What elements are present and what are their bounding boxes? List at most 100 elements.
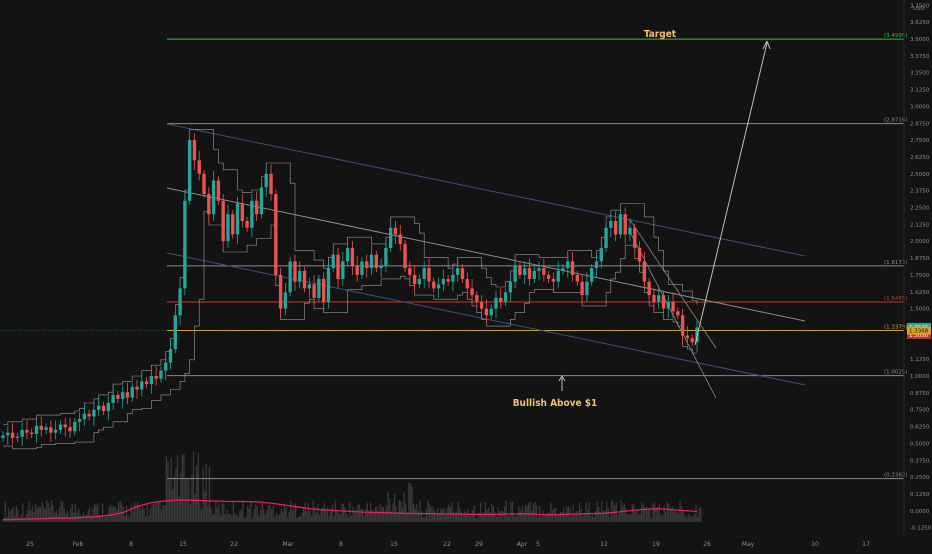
volume-bar bbox=[52, 504, 54, 522]
time-tick-label: 17 bbox=[862, 541, 870, 548]
volume-bar bbox=[430, 506, 432, 522]
candle-body bbox=[637, 247, 642, 262]
volume-bar bbox=[282, 511, 284, 522]
volume-bar bbox=[15, 505, 18, 522]
time-tick-label: 19 bbox=[652, 541, 660, 548]
volume-bar bbox=[156, 501, 158, 522]
volume-bar bbox=[653, 502, 656, 522]
time-tick-label: 26 bbox=[703, 541, 711, 548]
candle-body bbox=[120, 392, 125, 399]
volume-bar bbox=[599, 512, 601, 522]
volume-bar bbox=[108, 507, 110, 522]
volume-bar bbox=[433, 510, 436, 522]
candle-body bbox=[542, 268, 546, 275]
volume-bar bbox=[339, 514, 341, 522]
volume-bar bbox=[677, 513, 680, 522]
volume-bar bbox=[301, 512, 303, 522]
price-level-label: (3.4995) bbox=[884, 33, 908, 39]
volume-bar bbox=[68, 516, 70, 522]
volume-bar bbox=[585, 502, 587, 522]
volume-bar bbox=[389, 498, 391, 522]
candle-body bbox=[269, 173, 273, 195]
candle-body bbox=[350, 247, 355, 266]
volume-bar bbox=[623, 503, 625, 522]
volume-bar bbox=[422, 517, 424, 522]
donchian-upper bbox=[3, 129, 698, 425]
candle-body bbox=[25, 429, 29, 433]
volume-bar bbox=[160, 508, 163, 522]
price-tick-label: 3.3750 bbox=[910, 54, 930, 60]
volume-bar bbox=[657, 506, 659, 522]
volume-bar bbox=[95, 505, 97, 522]
candle-body bbox=[226, 214, 230, 242]
volume-bar bbox=[229, 513, 231, 522]
candle-body bbox=[322, 278, 326, 302]
volume-bar bbox=[89, 507, 91, 522]
candle-body bbox=[87, 413, 91, 417]
volume-bar bbox=[7, 507, 10, 522]
time-axis[interactable]: 25 Feb 8 15 22 Mar 8 15 22 29 Apr 5 12 19 26 May 10 17 bbox=[26, 541, 870, 548]
volume-bar bbox=[476, 517, 479, 522]
volume-bar bbox=[612, 500, 614, 522]
candle-body bbox=[537, 268, 541, 271]
price-tick-label: 2.5000 bbox=[910, 172, 930, 178]
volume-bar bbox=[34, 504, 37, 522]
candle-body bbox=[561, 268, 565, 271]
candle-body bbox=[82, 413, 87, 420]
volume-bar bbox=[622, 506, 624, 522]
volume-bar bbox=[604, 510, 606, 522]
volume-bar bbox=[669, 508, 672, 522]
volume-bar bbox=[264, 514, 266, 522]
volume-bar bbox=[81, 515, 83, 522]
volume-bar bbox=[577, 511, 579, 522]
volume-bar bbox=[154, 504, 156, 522]
volume-bar bbox=[413, 503, 415, 522]
volume-bar bbox=[79, 515, 81, 522]
candle-body bbox=[164, 362, 168, 371]
volume-bar bbox=[342, 503, 345, 522]
volume-bar bbox=[117, 503, 120, 522]
volume-bar bbox=[251, 517, 254, 522]
volume-bar bbox=[256, 505, 258, 522]
volume-bar bbox=[420, 510, 423, 522]
volume-bar bbox=[575, 511, 578, 522]
volume-bar bbox=[629, 514, 632, 522]
volume-bar bbox=[328, 515, 330, 522]
price-tick-label: 1.8750 bbox=[910, 256, 930, 262]
volume-bar bbox=[116, 509, 118, 522]
candle-body bbox=[398, 234, 402, 244]
time-tick-label: Apr bbox=[517, 541, 528, 548]
volume-bar bbox=[208, 467, 211, 522]
volume-bar bbox=[85, 514, 88, 522]
volume-bar bbox=[352, 506, 354, 522]
volume-bar bbox=[127, 514, 129, 522]
volume-bar bbox=[39, 507, 41, 522]
volume-bar bbox=[204, 491, 206, 522]
volume-bar bbox=[144, 516, 147, 522]
volume-bar bbox=[280, 508, 282, 522]
volume-bar bbox=[590, 516, 592, 522]
volume-bar bbox=[393, 493, 396, 522]
volume-bar bbox=[28, 501, 30, 522]
volume-bar bbox=[194, 493, 196, 522]
volume-bar bbox=[472, 510, 474, 522]
volume-bar bbox=[239, 510, 241, 522]
volume-bar bbox=[408, 482, 410, 522]
candle-body bbox=[317, 278, 321, 298]
volume-bar bbox=[200, 509, 203, 522]
volume-bar bbox=[129, 517, 131, 522]
volume-bar bbox=[100, 516, 102, 522]
volume-bar bbox=[527, 503, 530, 522]
price-level-label: (1.8173) bbox=[884, 260, 908, 266]
candle-body bbox=[613, 220, 618, 235]
volume-bar bbox=[221, 503, 223, 522]
volume-bar bbox=[90, 515, 93, 522]
candle-body bbox=[68, 427, 72, 432]
volume-bar bbox=[598, 506, 600, 522]
volume-bar bbox=[610, 500, 613, 522]
price-axis[interactable]: 3.7500 3.6250 3.5000 3.3750 3.2500 3.1250 3.00… bbox=[907, 3, 932, 532]
time-tick-label: 8 bbox=[339, 541, 343, 548]
